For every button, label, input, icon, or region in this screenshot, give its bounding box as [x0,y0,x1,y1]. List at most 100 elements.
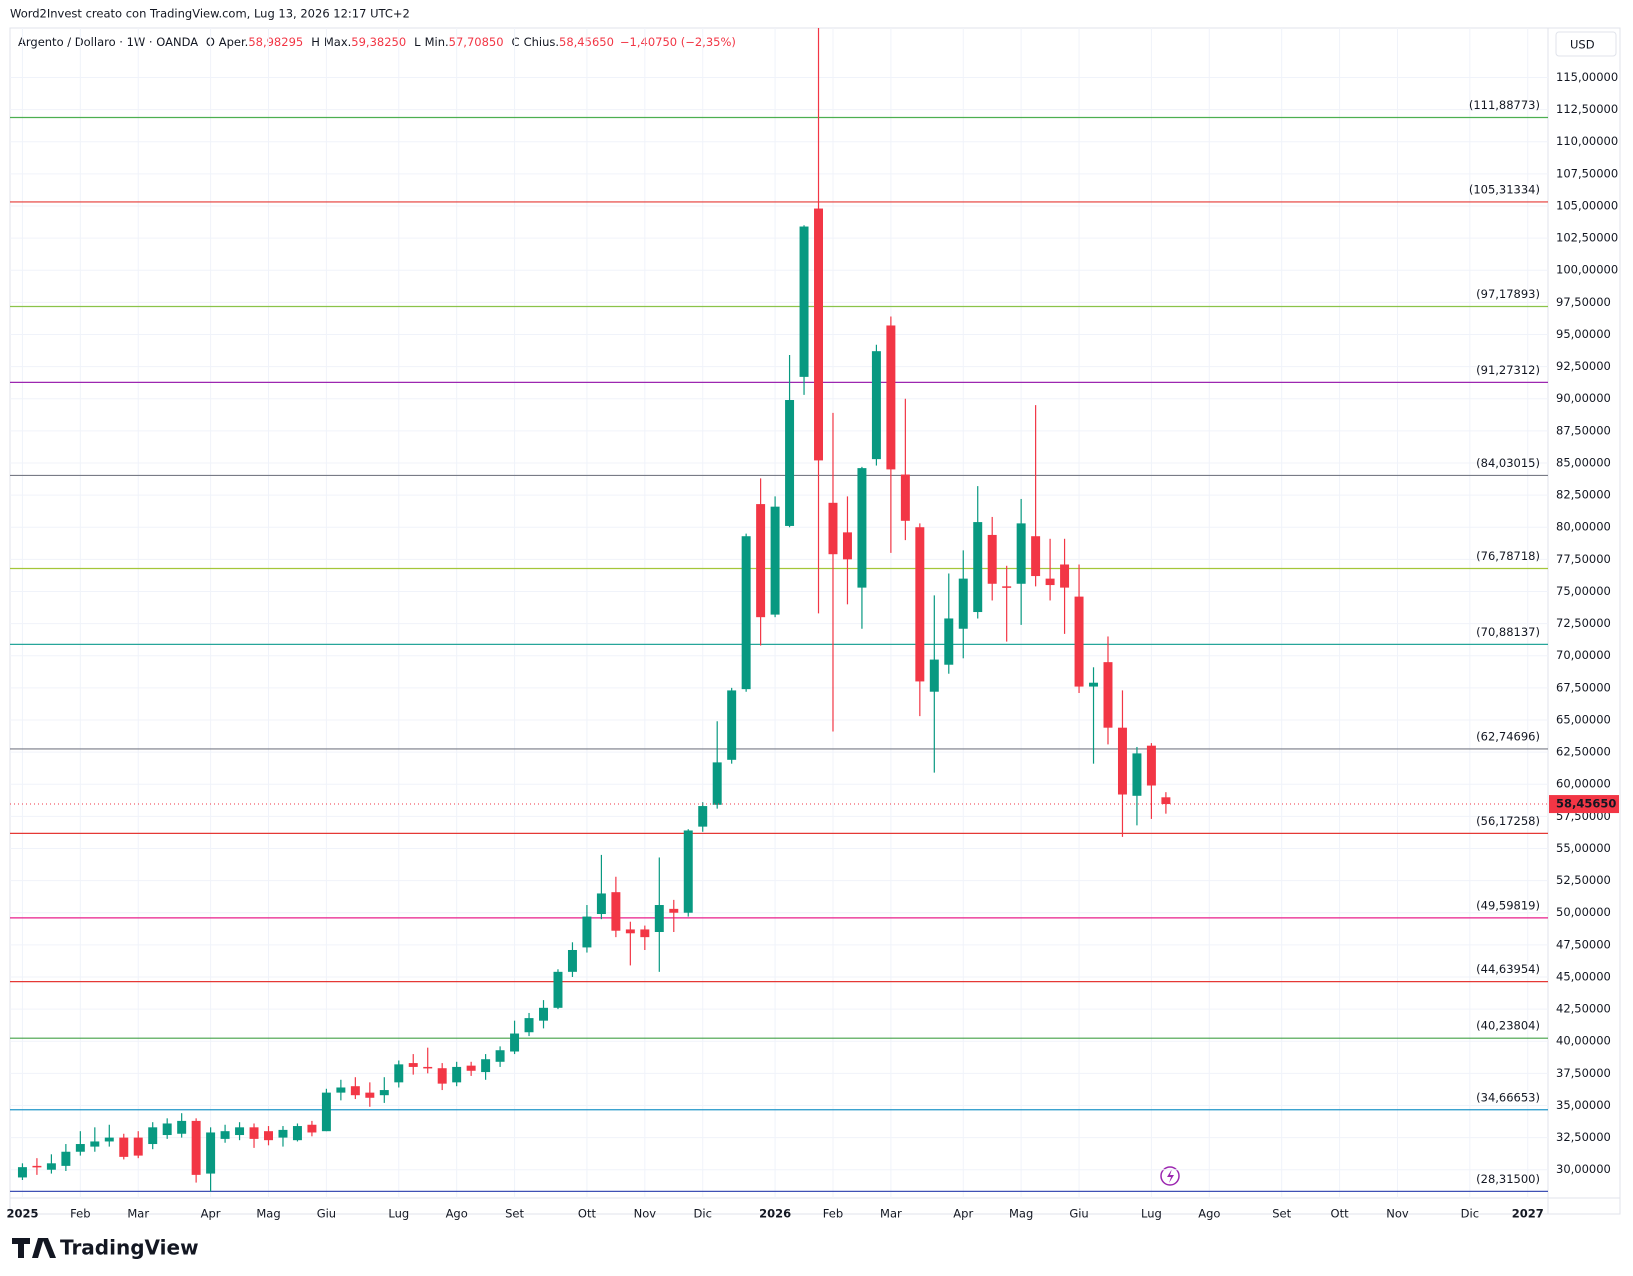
y-tick-label: 52,50000 [1556,873,1611,887]
x-tick-label: Dic [694,1207,712,1221]
candle-body [987,534,997,584]
candle-body [495,1050,505,1062]
x-tick-label: Dic [1461,1207,1479,1221]
x-tick-label: Apr [201,1207,221,1221]
candle-body [350,1086,360,1096]
candle-body [191,1120,201,1175]
candle-body [669,908,679,913]
x-tick-label: Set [1272,1207,1291,1221]
legend-name: Min. [425,35,449,49]
y-tick-label: 112,50000 [1556,102,1618,116]
candle-body [712,762,722,805]
candle-body [1031,536,1041,577]
y-tick-label: 85,00000 [1556,455,1611,469]
y-tick-label: 77,50000 [1556,552,1611,566]
y-tick-label: 90,00000 [1556,391,1611,405]
candle-body [437,1068,447,1084]
candle-body [886,325,896,470]
y-tick-label: 95,00000 [1556,327,1611,341]
candle-body [336,1087,346,1093]
candle-body [871,351,881,460]
x-tick-label: Giu [1069,1207,1088,1221]
candle-body [46,1163,56,1170]
candle-body [1089,682,1099,687]
candle-body [654,905,664,933]
x-tick-label: Nov [1386,1207,1409,1221]
level-label: (62,74696) [1476,729,1540,743]
legend-name: Chius. [524,35,559,49]
x-tick-label: Mar [127,1207,149,1221]
candle-body [264,1131,273,1141]
candle-body [1132,753,1142,796]
y-tick-label: 80,00000 [1556,520,1611,534]
x-tick-label: 2026 [759,1207,791,1221]
x-tick-label: Mar [880,1207,902,1221]
x-tick-label: Lug [388,1207,409,1221]
alert-icon[interactable] [1160,1166,1180,1186]
candle-body [814,208,824,461]
y-tick-label: 30,00000 [1556,1162,1611,1176]
x-tick-label: Ago [1198,1207,1220,1221]
plot [10,28,1548,1198]
legend-change: −1,40750 (−2,35%) [620,35,736,49]
x-tick-label: Lug [1141,1207,1162,1221]
x-tick-label: Feb [70,1207,90,1221]
legend: Argento / Dollaro · 1W · OANDAOAper.58,9… [18,35,736,49]
legend-key: C [512,35,520,49]
level-label: (56,17258) [1476,814,1540,828]
candle-body [394,1064,404,1083]
candle-body [119,1137,129,1157]
candle-body [235,1127,245,1136]
candle-body [828,502,838,555]
y-tick-label: 97,50000 [1556,295,1611,309]
y-tick-label: 87,50000 [1556,423,1611,437]
x-tick-label: Mag [1009,1207,1033,1221]
candle-body [857,468,867,588]
x-tick-label: Set [505,1207,524,1221]
candle-body [973,522,983,613]
currency-box[interactable] [1555,31,1617,57]
candle-body [640,929,650,938]
brand: TradingView [60,1236,199,1260]
level-label: (76,78718) [1476,549,1540,563]
candle-body [683,830,693,913]
y-tick-label: 55,00000 [1556,841,1611,855]
currency: USD [1570,38,1595,52]
level-label: (28,31500) [1476,1172,1540,1186]
candle-body [944,618,954,665]
y-tick-label: 105,00000 [1556,198,1618,212]
candle-body [915,527,925,682]
candle-body [539,1007,548,1021]
candle-body [1016,523,1026,584]
y-tick-label: 72,50000 [1556,616,1611,630]
candle-body [625,929,635,934]
candle-body [466,1065,476,1071]
legend-key: H [311,35,320,49]
candle-body [524,1018,534,1033]
candle-body [611,892,621,931]
last-price-box [1549,795,1619,814]
y-tick-label: 70,00000 [1556,648,1611,662]
candle-body [1103,662,1113,728]
candle-body [1045,578,1055,586]
candle-body [596,893,606,915]
level-label: (34,66653) [1476,1090,1540,1104]
candle-body [17,1167,27,1178]
candle-body [249,1127,259,1139]
x-tick-label: 2027 [1512,1207,1544,1221]
last-price-label: 58,45650 [1556,797,1616,811]
y-tick-label: 82,50000 [1556,488,1611,502]
candle-body [1161,797,1171,805]
x-tick-label: Ago [446,1207,468,1221]
legend-value: 57,70850 [449,35,504,49]
y-tick-label: 107,50000 [1556,166,1618,180]
candle-body [365,1092,375,1098]
y-tick-label: 92,50000 [1556,359,1611,373]
candle-body [770,506,780,615]
y-tick-label: 45,00000 [1556,969,1611,983]
candle-body [148,1127,158,1145]
level-label: (105,31334) [1469,182,1540,196]
y-tick-label: 115,00000 [1556,70,1618,84]
candle-body [553,971,563,1008]
